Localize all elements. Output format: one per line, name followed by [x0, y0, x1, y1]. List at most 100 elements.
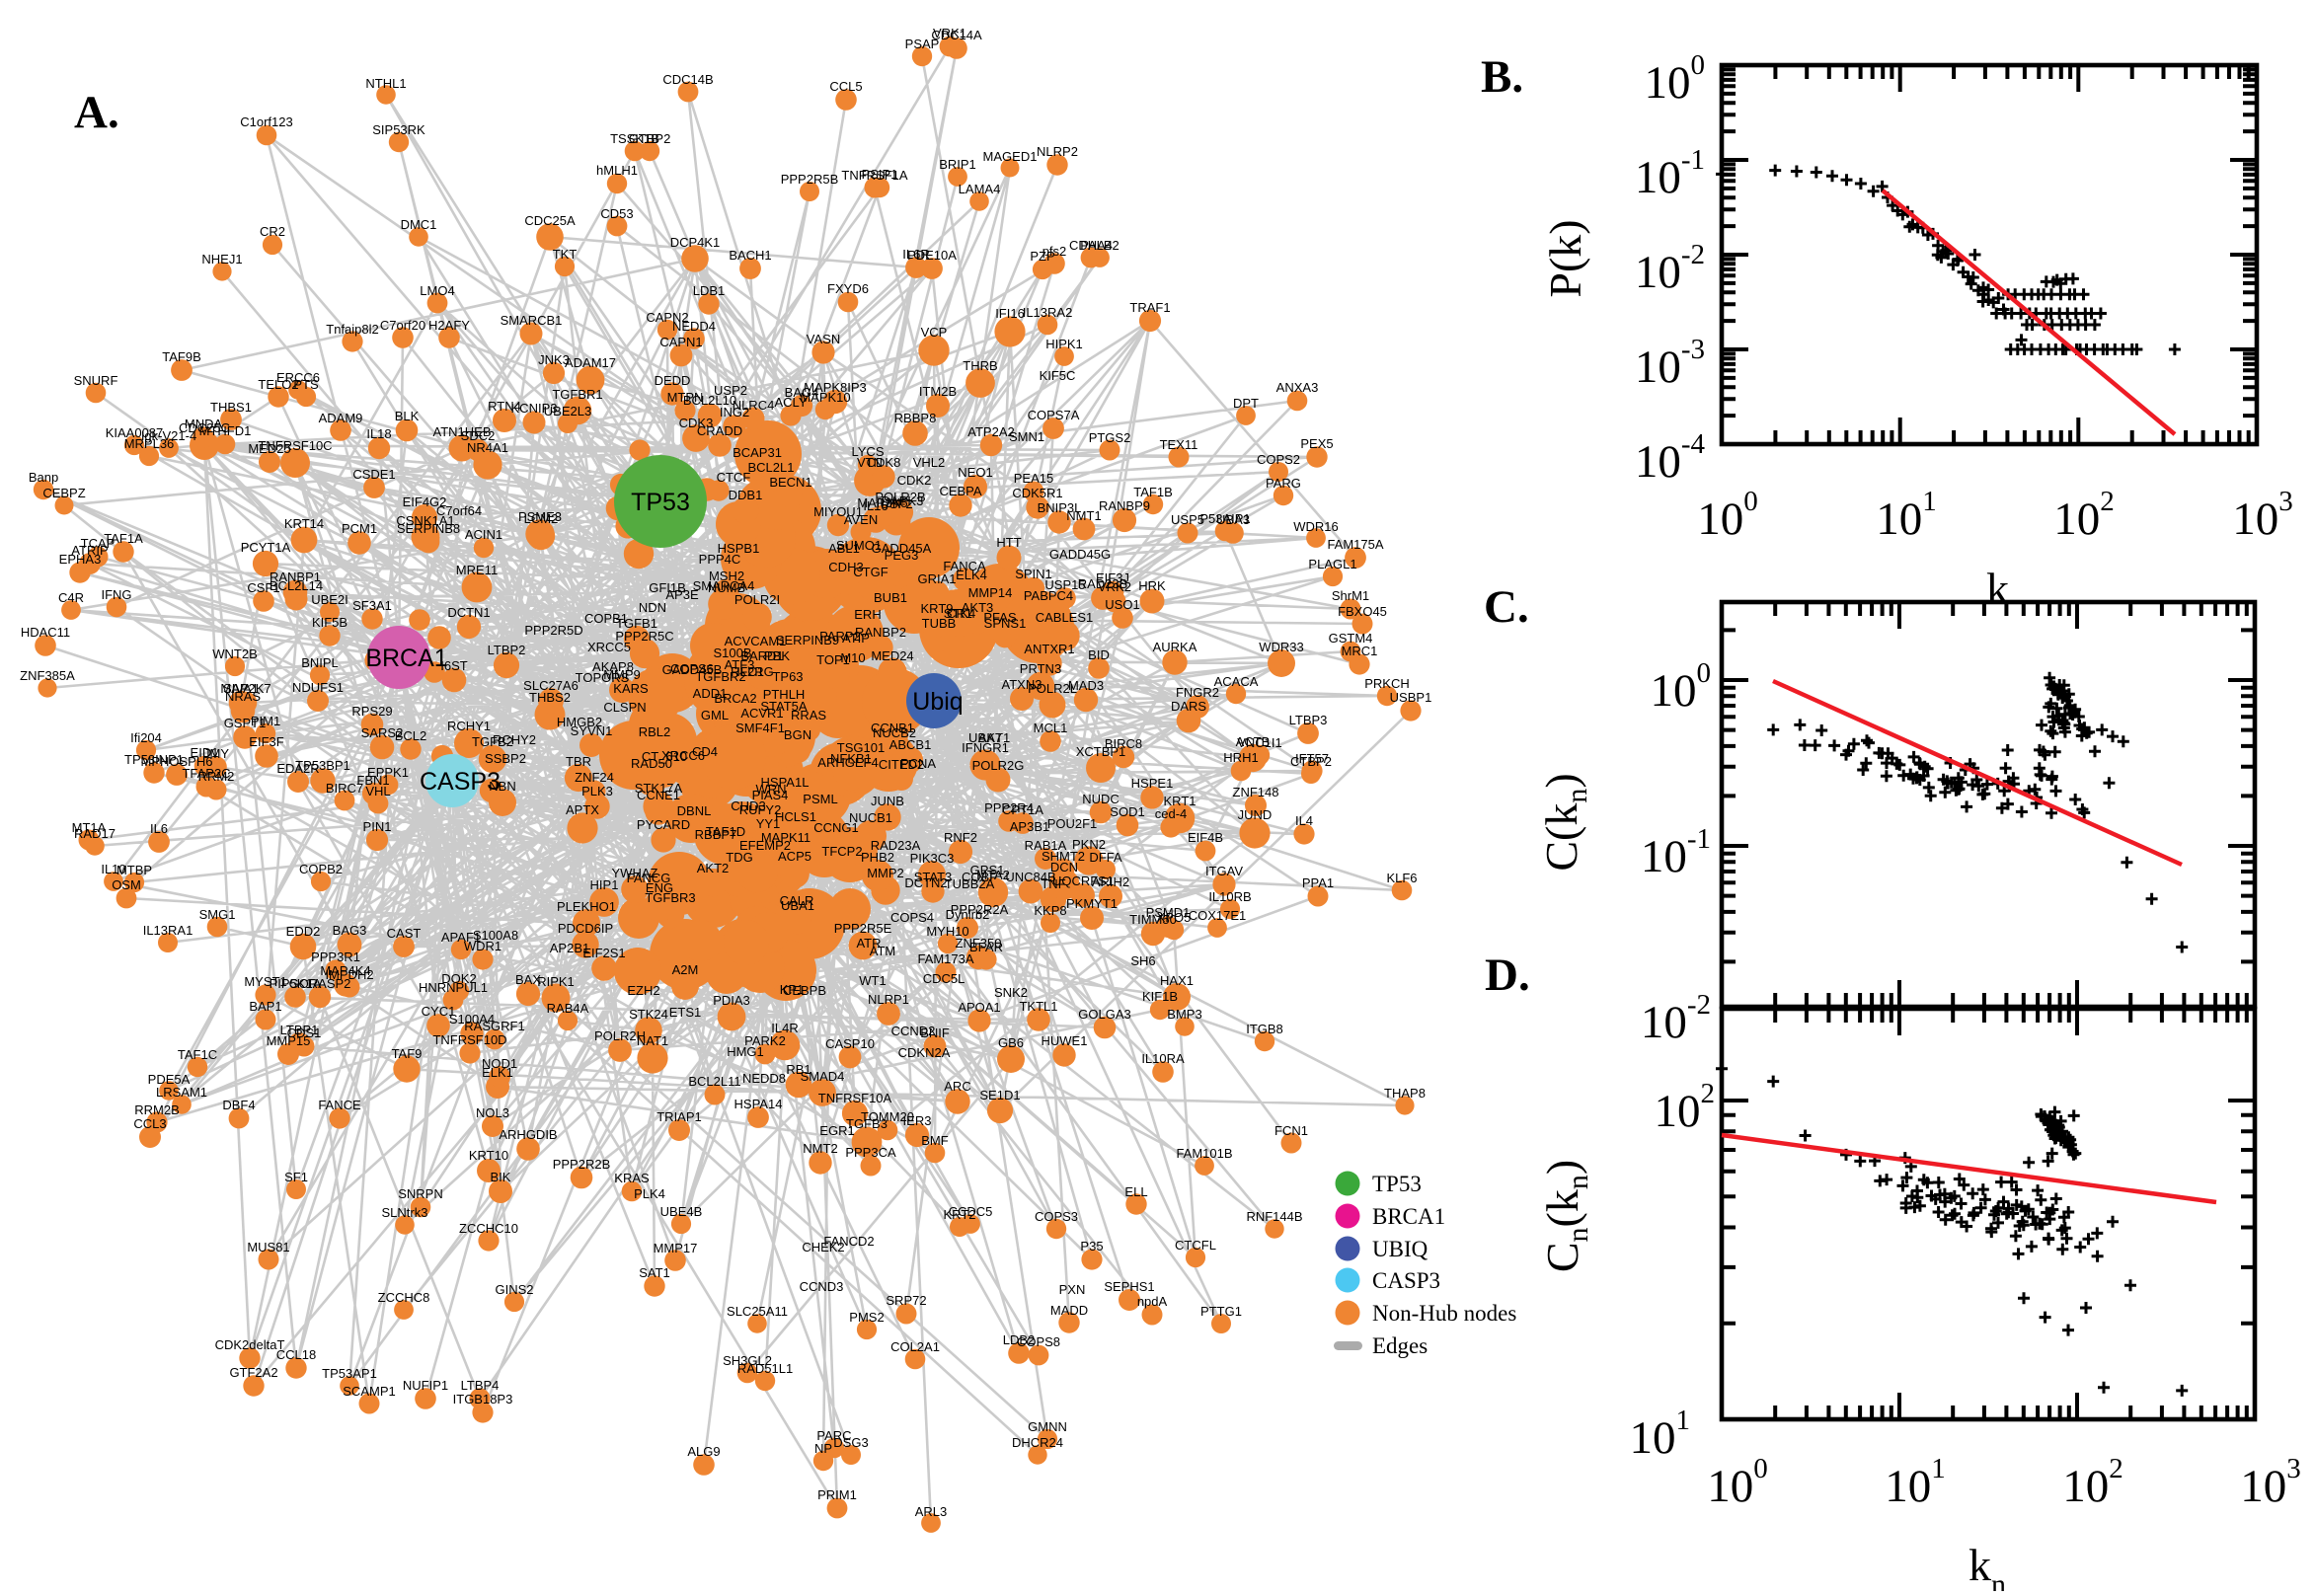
svg-text:CDC14B: CDC14B — [662, 72, 713, 87]
svg-text:GML: GML — [701, 708, 729, 722]
svg-text:D.: D. — [1485, 950, 1530, 1001]
svg-text:USP2: USP2 — [714, 383, 747, 398]
svg-text:RCHY2: RCHY2 — [493, 732, 536, 747]
svg-text:DEDD: DEDD — [655, 373, 691, 388]
svg-text:KIAA0087: KIAA0087 — [106, 425, 164, 440]
svg-text:IL4R: IL4R — [771, 1021, 798, 1035]
svg-text:WDR16: WDR16 — [1293, 519, 1339, 534]
svg-text:BNIPL: BNIPL — [301, 655, 339, 670]
svg-text:NUCB1: NUCB1 — [849, 810, 892, 825]
svg-text:MSH2: MSH2 — [709, 569, 744, 583]
svg-text:COX17E1: COX17E1 — [1189, 908, 1247, 923]
svg-text:BCL2L10: BCL2L10 — [683, 393, 736, 408]
svg-text:ARC: ARC — [944, 1079, 970, 1094]
svg-text:PTS: PTS — [293, 377, 319, 392]
svg-text:MAP2K7: MAP2K7 — [220, 681, 270, 696]
svg-text:TOMM20: TOMM20 — [861, 1109, 914, 1124]
svg-text:CR2: CR2 — [260, 224, 285, 239]
svg-text:H2AFY: H2AFY — [428, 318, 470, 333]
svg-text:DHCR24: DHCR24 — [1012, 1435, 1063, 1450]
svg-text:SOD1: SOD1 — [1110, 804, 1144, 819]
svg-text:CABLES1: CABLES1 — [1036, 610, 1094, 625]
svg-text:CR1: CR1 — [947, 606, 972, 621]
svg-text:SF1: SF1 — [284, 1170, 308, 1184]
svg-text:GADD45G: GADD45G — [1049, 547, 1111, 562]
svg-text:LRSAM1: LRSAM1 — [156, 1085, 207, 1100]
svg-text:GOLGA3: GOLGA3 — [1078, 1007, 1130, 1022]
svg-text:CDC25A: CDC25A — [524, 213, 576, 228]
svg-text:HIPK1: HIPK1 — [1045, 337, 1083, 351]
svg-text:RAD51L1: RAD51L1 — [737, 1361, 793, 1376]
svg-text:MYH10: MYH10 — [926, 924, 968, 939]
svg-text:ACVCAM1: ACVCAM1 — [725, 634, 787, 648]
svg-text:MNDA: MNDA — [185, 417, 223, 431]
svg-text:IMPDH2: IMPDH2 — [325, 967, 373, 982]
svg-text:MRE11: MRE11 — [456, 563, 498, 577]
svg-text:USO1: USO1 — [1105, 597, 1139, 612]
svg-text:ERCC6: ERCC6 — [276, 370, 320, 385]
svg-text:KRT1: KRT1 — [1164, 794, 1197, 808]
svg-text:SMAD4: SMAD4 — [801, 1069, 845, 1084]
svg-text:BRCA2: BRCA2 — [714, 691, 756, 706]
svg-text:SSBP2: SSBP2 — [485, 751, 526, 766]
svg-text:MAP3K5: MAP3K5 — [857, 495, 907, 510]
svg-text:PLAGL1: PLAGL1 — [1308, 557, 1356, 571]
svg-text:RB1: RB1 — [786, 1062, 811, 1077]
svg-text:RANBP1: RANBP1 — [270, 570, 321, 584]
svg-text:TGFBR1: TGFBR1 — [552, 387, 602, 402]
svg-text:GINS2: GINS2 — [495, 1282, 533, 1297]
svg-text:PTTG1: PTTG1 — [1200, 1304, 1242, 1319]
svg-text:PPP2R4: PPP2R4 — [984, 800, 1034, 815]
svg-text:JUND: JUND — [1238, 807, 1273, 822]
svg-text:SNRPN: SNRPN — [398, 1186, 443, 1201]
svg-text:SEPHS1: SEPHS1 — [1104, 1279, 1154, 1294]
svg-text:KRT14: KRT14 — [284, 516, 324, 531]
svg-text:TNF: TNF — [1041, 876, 1065, 891]
svg-text:CPT1A: CPT1A — [1002, 802, 1043, 817]
svg-text:GADD45B: GADD45B — [662, 662, 723, 677]
svg-text:A2M: A2M — [672, 962, 699, 977]
svg-text:NDUFS1: NDUFS1 — [292, 680, 344, 695]
svg-text:PYCARD: PYCARD — [637, 817, 690, 832]
svg-text:FAM175A: FAM175A — [1327, 537, 1383, 552]
svg-text:MAPK10: MAPK10 — [800, 390, 850, 405]
svg-text:TP53AP1: TP53AP1 — [322, 1366, 377, 1381]
svg-text:MED24: MED24 — [871, 648, 913, 663]
svg-text:S100A4: S100A4 — [449, 1012, 495, 1026]
svg-text:PEA15: PEA15 — [1014, 471, 1053, 486]
svg-text:LYCS: LYCS — [852, 444, 885, 459]
svg-text:MYST1: MYST1 — [244, 974, 286, 989]
svg-text:JUNB: JUNB — [871, 794, 904, 808]
svg-text:PSIP1: PSIP1 — [862, 167, 898, 182]
svg-text:EIF4B: EIF4B — [1188, 830, 1223, 845]
svg-text:CT_610: CT_610 — [642, 749, 687, 764]
svg-text:AKT1: AKT1 — [978, 730, 1011, 745]
svg-text:VTN: VTN — [857, 455, 883, 470]
svg-text:ELL: ELL — [1124, 1184, 1147, 1199]
svg-text:PKMYT1: PKMYT1 — [1066, 896, 1118, 911]
svg-text:SARS2: SARS2 — [361, 725, 404, 740]
svg-text:FANCG: FANCG — [627, 871, 671, 885]
svg-text:KCNIP3: KCNIP3 — [511, 401, 558, 416]
svg-text:MAGED1: MAGED1 — [983, 149, 1038, 164]
svg-text:FBXO45: FBXO45 — [1338, 604, 1387, 619]
svg-text:MCL1: MCL1 — [1034, 721, 1068, 735]
svg-text:TRIAP1: TRIAP1 — [656, 1109, 702, 1124]
svg-text:ANXA3: ANXA3 — [1276, 380, 1319, 395]
svg-text:DPT: DPT — [1233, 396, 1259, 411]
svg-text:MRPL36: MRPL36 — [124, 436, 175, 451]
svg-text:CTCF: CTCF — [717, 470, 751, 485]
svg-text:DCN: DCN — [1050, 860, 1078, 874]
svg-text:THBS2: THBS2 — [529, 690, 571, 705]
svg-text:TNFRSF10D: TNFRSF10D — [432, 1032, 506, 1047]
svg-text:ZCCHC8: ZCCHC8 — [378, 1290, 430, 1305]
svg-text:TP53: TP53 — [1372, 1172, 1422, 1196]
svg-text:SAT1: SAT1 — [639, 1265, 670, 1280]
svg-text:RANBP2: RANBP2 — [855, 625, 906, 640]
svg-text:PTHLH: PTHLH — [763, 687, 806, 702]
svg-text:SYVN1: SYVN1 — [571, 723, 613, 738]
svg-text:PHB2: PHB2 — [861, 850, 894, 865]
svg-text:WT1: WT1 — [859, 973, 886, 988]
svg-text:HCLS1: HCLS1 — [775, 809, 816, 824]
svg-text:PEG3: PEG3 — [885, 548, 919, 563]
